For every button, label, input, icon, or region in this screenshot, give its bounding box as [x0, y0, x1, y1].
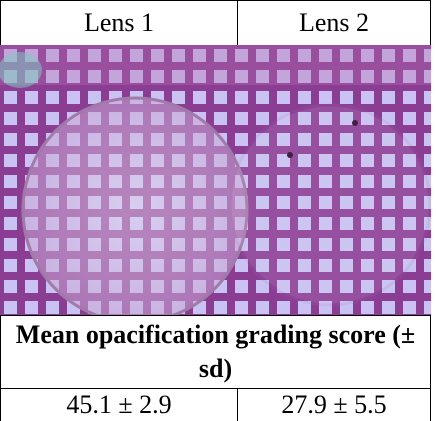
caption-cell: Mean opacification grading score (± sd)	[0, 315, 431, 389]
lens-photo	[0, 45, 431, 316]
header-cell: Lens 2	[237, 0, 431, 46]
table-figure: Lens 1 Lens 2 Mean opacification grading…	[0, 0, 436, 421]
value-cell: 45.1 ± 2.9	[0, 388, 238, 421]
header-cell: Lens 1	[0, 0, 238, 46]
value-cell: 27.9 ± 5.5	[237, 388, 431, 421]
